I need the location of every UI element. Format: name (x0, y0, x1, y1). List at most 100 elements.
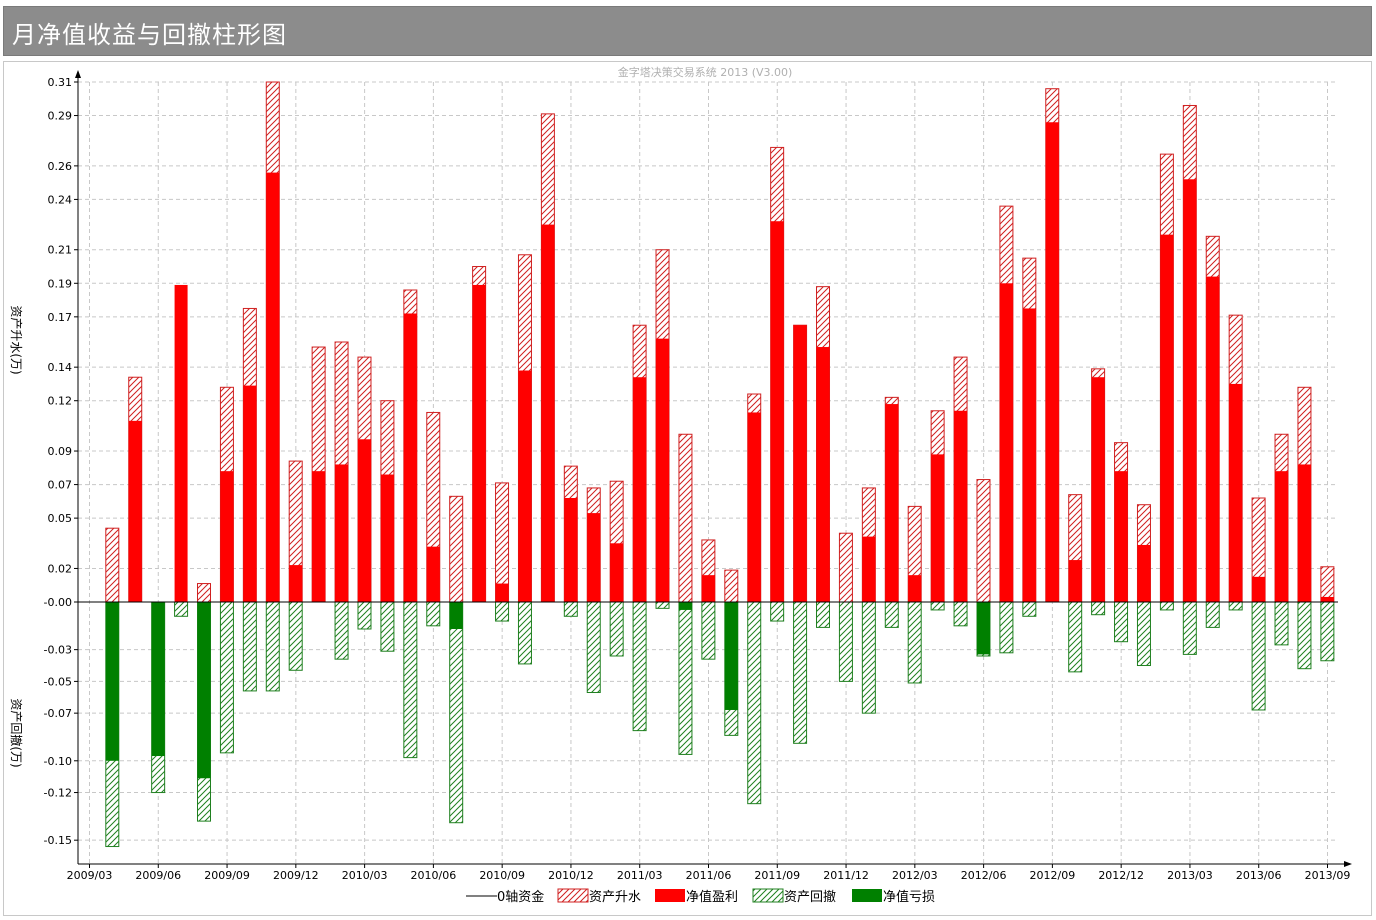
bar-asset-down (609, 601, 624, 657)
x-tick-label: 2010/03 (342, 869, 388, 882)
bar-asset-down (219, 601, 234, 754)
bar-loss (449, 602, 463, 629)
bar-profit (128, 420, 142, 602)
x-tick-label: 2011/03 (617, 869, 663, 882)
bar-profit (1160, 234, 1174, 603)
bar-profit (999, 283, 1013, 602)
bar-asset-down (1320, 601, 1335, 662)
bar-asset-down (930, 601, 945, 611)
bar-asset-down (1022, 601, 1037, 617)
legend-swatch-loss (852, 889, 882, 902)
y-tick-label: 0.17 (48, 311, 73, 324)
bar-asset-down (1136, 601, 1151, 667)
bar-profit (862, 536, 876, 602)
bar-profit (266, 172, 280, 603)
bar-profit (633, 377, 647, 602)
x-tick-label: 2012/12 (1098, 869, 1144, 882)
x-axis-arrow (1344, 861, 1352, 867)
bar-loss (151, 602, 165, 757)
y-tick-label: 0.24 (48, 193, 73, 206)
bar-profit (220, 471, 234, 602)
title-bar: 月净值收益与回撤柱形图 (3, 6, 1372, 56)
bar-profit (426, 546, 440, 602)
bars (105, 81, 1335, 848)
x-tick-label: 2009/09 (204, 869, 250, 882)
bar-asset-down (1205, 601, 1220, 628)
y-tick-label: 0.02 (48, 562, 73, 575)
bar-loss (724, 602, 738, 710)
bar-profit (357, 439, 371, 602)
bar-profit (747, 412, 761, 602)
page-title: 月净值收益与回撤柱形图 (12, 21, 287, 49)
bar-asset-down (449, 601, 464, 824)
legend-label-profit: 净值盈利 (686, 889, 738, 905)
y-tick-label: -0.05 (44, 675, 72, 688)
y-tick-label: 0.21 (48, 244, 73, 257)
bar-profit (1297, 464, 1311, 602)
bar-asset-down (174, 601, 189, 617)
bar-profit (289, 565, 303, 602)
bar-asset-down (861, 601, 876, 714)
bar-profit (403, 313, 417, 602)
y-tick-label: 0.05 (48, 512, 73, 525)
legend-label-asset-up: 资产升水 (589, 890, 641, 905)
y-axis-arrow (75, 70, 81, 78)
bar-asset-down (242, 601, 257, 692)
bar-asset-down (747, 601, 762, 805)
bar-asset-down (380, 601, 395, 652)
legend-label-asset-down: 资产回撤 (784, 889, 836, 905)
x-tick-label: 2012/06 (961, 869, 1007, 882)
bar-profit (472, 284, 486, 602)
axes (75, 70, 1352, 867)
bar-profit (816, 347, 830, 602)
bar-asset-down (1182, 601, 1197, 655)
y-axis-label-top: 资产升水(万) (9, 305, 23, 374)
y-tick-label: 0.31 (48, 76, 73, 89)
bar-profit (495, 583, 509, 602)
legend-label-zero-axis: 0轴资金 (497, 889, 544, 905)
x-tick-label: 2010/12 (548, 869, 594, 882)
bar-asset-down (953, 601, 968, 627)
bar-asset-down (357, 601, 372, 630)
bar-profit (312, 471, 326, 602)
bar-loss (976, 602, 990, 655)
bar-loss (197, 602, 211, 779)
bar-profit (1045, 122, 1059, 603)
bar-asset-down (334, 601, 349, 660)
legend-swatch-profit (655, 889, 685, 902)
bar-profit (931, 454, 945, 602)
x-tick-label: 2009/03 (67, 869, 113, 882)
y-tick-label: -0.15 (44, 834, 72, 847)
bar-asset-down (1297, 601, 1312, 670)
bar-profit (610, 543, 624, 602)
bar-profit (587, 513, 601, 602)
bar-loss (678, 602, 692, 610)
bar-profit (1137, 544, 1151, 602)
bar-asset-down (403, 601, 418, 759)
x-tick-label: 2009/12 (273, 869, 319, 882)
bar-asset-down (678, 601, 693, 755)
bar-profit (1183, 179, 1197, 602)
bar-asset-up (449, 495, 464, 603)
x-tick-label: 2010/09 (479, 869, 525, 882)
bar-profit (518, 370, 532, 602)
bar-profit (656, 338, 670, 602)
legend: 0轴资金 资产升水 净值盈利 资产回撤 净值亏损 (466, 888, 935, 905)
legend-swatch-asset-up (557, 888, 589, 903)
y-tick-label: 0.26 (48, 160, 73, 173)
bar-asset-down (838, 601, 853, 682)
bar-profit (885, 404, 899, 602)
bar-asset-down (1114, 601, 1129, 643)
bar-profit (1275, 471, 1289, 602)
y-tick-label: -0.00 (44, 596, 72, 609)
bar-profit (335, 464, 349, 602)
y-tick-label: -0.03 (44, 644, 72, 657)
bar-profit (1206, 276, 1220, 602)
y-axis-label-bottom: 资产回撤(万) (9, 698, 24, 767)
bar-asset-down (770, 601, 785, 622)
bar-asset-up (838, 532, 853, 603)
bar-asset-down (563, 601, 578, 617)
bar-profit (1229, 383, 1243, 602)
legend-swatch-asset-down (752, 888, 784, 903)
